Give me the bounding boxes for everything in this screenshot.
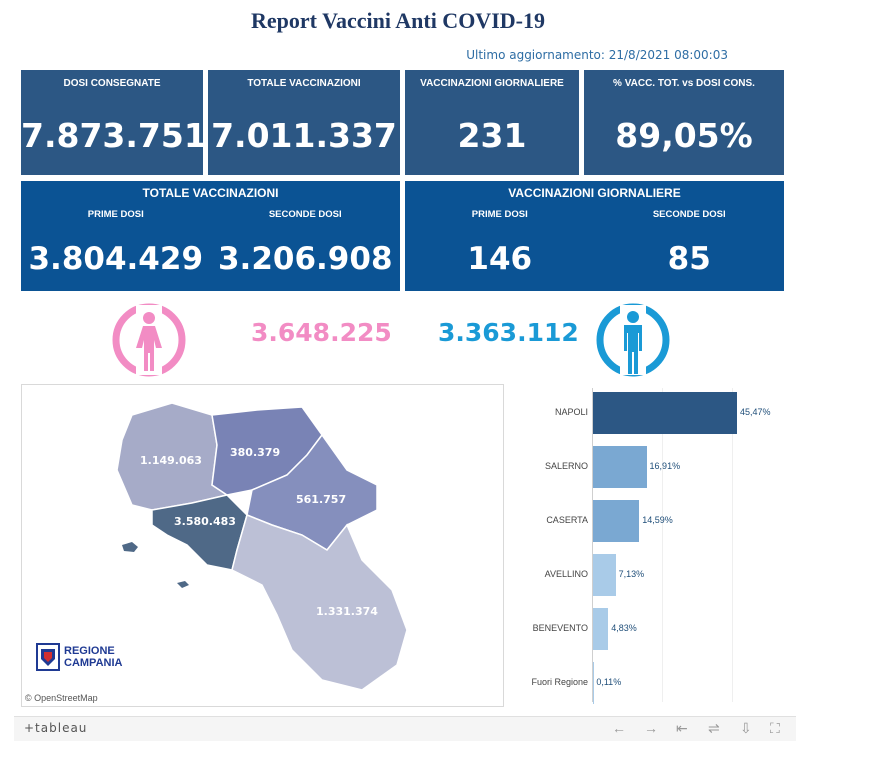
island-ischia [122, 542, 138, 552]
bar-value-label: 0,11% [596, 677, 622, 687]
map-label-benevento: 380.379 [230, 446, 281, 459]
first-dose-value: 3.804.429 [28, 241, 204, 277]
second-dose-value: 85 [667, 241, 711, 277]
kpi-label: % VACC. TOT. vs DOSI CONS. [613, 78, 755, 89]
download-icon[interactable]: ⇩ [740, 720, 752, 736]
bar[interactable] [593, 500, 640, 542]
logo-line2: CAMPANIA [64, 657, 123, 669]
bar-category-label: SALERNO [544, 461, 588, 471]
province-bar-chart: NAPOLI 45,47% SALERNO 16,91% CASERTA 14,59% AV… [518, 384, 784, 707]
kpi-vaccinazioni-giornaliere: VACCINAZIONI GIORNALIERE 231 [405, 70, 579, 175]
undo-icon[interactable]: ← [612, 720, 626, 736]
gridline [662, 388, 663, 702]
bar-value-label: 14,59% [642, 515, 673, 525]
tableau-logo[interactable]: +tableau [24, 721, 88, 735]
panel-header: VACCINAZIONI GIORNALIERE [508, 186, 681, 200]
bar[interactable] [593, 446, 647, 488]
bar-value-label: 4,83% [611, 623, 637, 633]
regione-campania-logo: REGIONE CAMPANIA [36, 643, 136, 673]
second-dose-value: 3.206.908 [217, 241, 393, 277]
bar-value-label: 7,13% [618, 569, 645, 579]
bar-category-label: Fuori Regione [531, 677, 588, 687]
campania-map[interactable]: 1.149.063 380.379 561.757 3.580.483 1.33… [21, 384, 504, 707]
kpi-value: 7.873.751 [21, 116, 207, 155]
tableau-toolbar: +tableau ← → ⇤ ⇌ ⇩ ⛶ [14, 716, 796, 741]
kpi-value: 7.011.337 [211, 116, 397, 155]
first-dose-label: PRIME DOSI [471, 209, 528, 220]
y-axis-line [592, 388, 593, 702]
male-count: 3.363.112 [438, 318, 579, 347]
redo-icon[interactable]: → [644, 720, 658, 736]
bar[interactable] [593, 554, 616, 596]
map-svg [116, 402, 408, 691]
bar-category-label: CASERTA [546, 515, 588, 525]
revert-icon[interactable]: ⇤ [676, 720, 688, 736]
bar-category-label: BENEVENTO [532, 623, 588, 633]
second-dose-label: SECONDE DOSI [268, 209, 342, 220]
first-dose-label: PRIME DOSI [87, 209, 144, 220]
kpi-label: VACCINAZIONI GIORNALIERE [420, 78, 564, 89]
map-label-napoli: 3.580.483 [174, 515, 236, 528]
last-update-label: Ultimo aggiornamento: 21/8/2021 08:00:03 [466, 48, 728, 62]
female-count: 3.648.225 [251, 318, 392, 347]
share-icon[interactable]: ⇌ [708, 720, 720, 736]
gridline [732, 388, 733, 702]
bar-category-label: AVELLINO [544, 569, 588, 579]
kpi-percent-vacc: % VACC. TOT. vs DOSI CONS. 89,05% [584, 70, 784, 175]
island-capri [177, 581, 189, 588]
bar[interactable] [593, 392, 737, 434]
kpi-value: 231 [457, 116, 527, 155]
map-label-caserta: 1.149.063 [140, 454, 202, 467]
report-title: Report Vaccini Anti COVID-19 [251, 8, 545, 33]
kpi-dosi-consegnate: DOSI CONSEGNATE 7.873.751 [21, 70, 207, 175]
bar-category-label: NAPOLI [554, 407, 588, 417]
total-vaccinations-panel: TOTALE VACCINAZIONI PRIME DOSI SECONDE D… [21, 181, 400, 291]
kpi-label: TOTALE VACCINAZIONI [247, 78, 361, 89]
daily-vaccinations-panel: VACCINAZIONI GIORNALIERE PRIME DOSI SECO… [405, 181, 784, 291]
first-dose-value: 146 [467, 241, 533, 277]
male-icon [596, 303, 670, 377]
panel-header: TOTALE VACCINAZIONI [142, 186, 279, 200]
kpi-totale-vaccinazioni: TOTALE VACCINAZIONI 7.011.337 [208, 70, 400, 175]
bar-value-label: 16,91% [649, 461, 681, 471]
logo-line1: REGIONE [64, 645, 115, 657]
bar-value-label: 45,47% [739, 407, 771, 417]
bar[interactable] [593, 608, 609, 650]
fullscreen-icon[interactable]: ⛶ [770, 720, 780, 736]
kpi-label: DOSI CONSEGNATE [63, 78, 161, 89]
campania-shield-icon [36, 643, 60, 671]
kpi-value: 89,05% [615, 116, 753, 155]
female-icon [112, 303, 186, 377]
second-dose-label: SECONDE DOSI [652, 209, 726, 220]
map-label-salerno: 1.331.374 [316, 605, 378, 618]
map-attribution[interactable]: © OpenStreetMap [25, 693, 98, 703]
map-label-avellino: 561.757 [296, 493, 347, 506]
province-salerno[interactable] [231, 513, 408, 691]
